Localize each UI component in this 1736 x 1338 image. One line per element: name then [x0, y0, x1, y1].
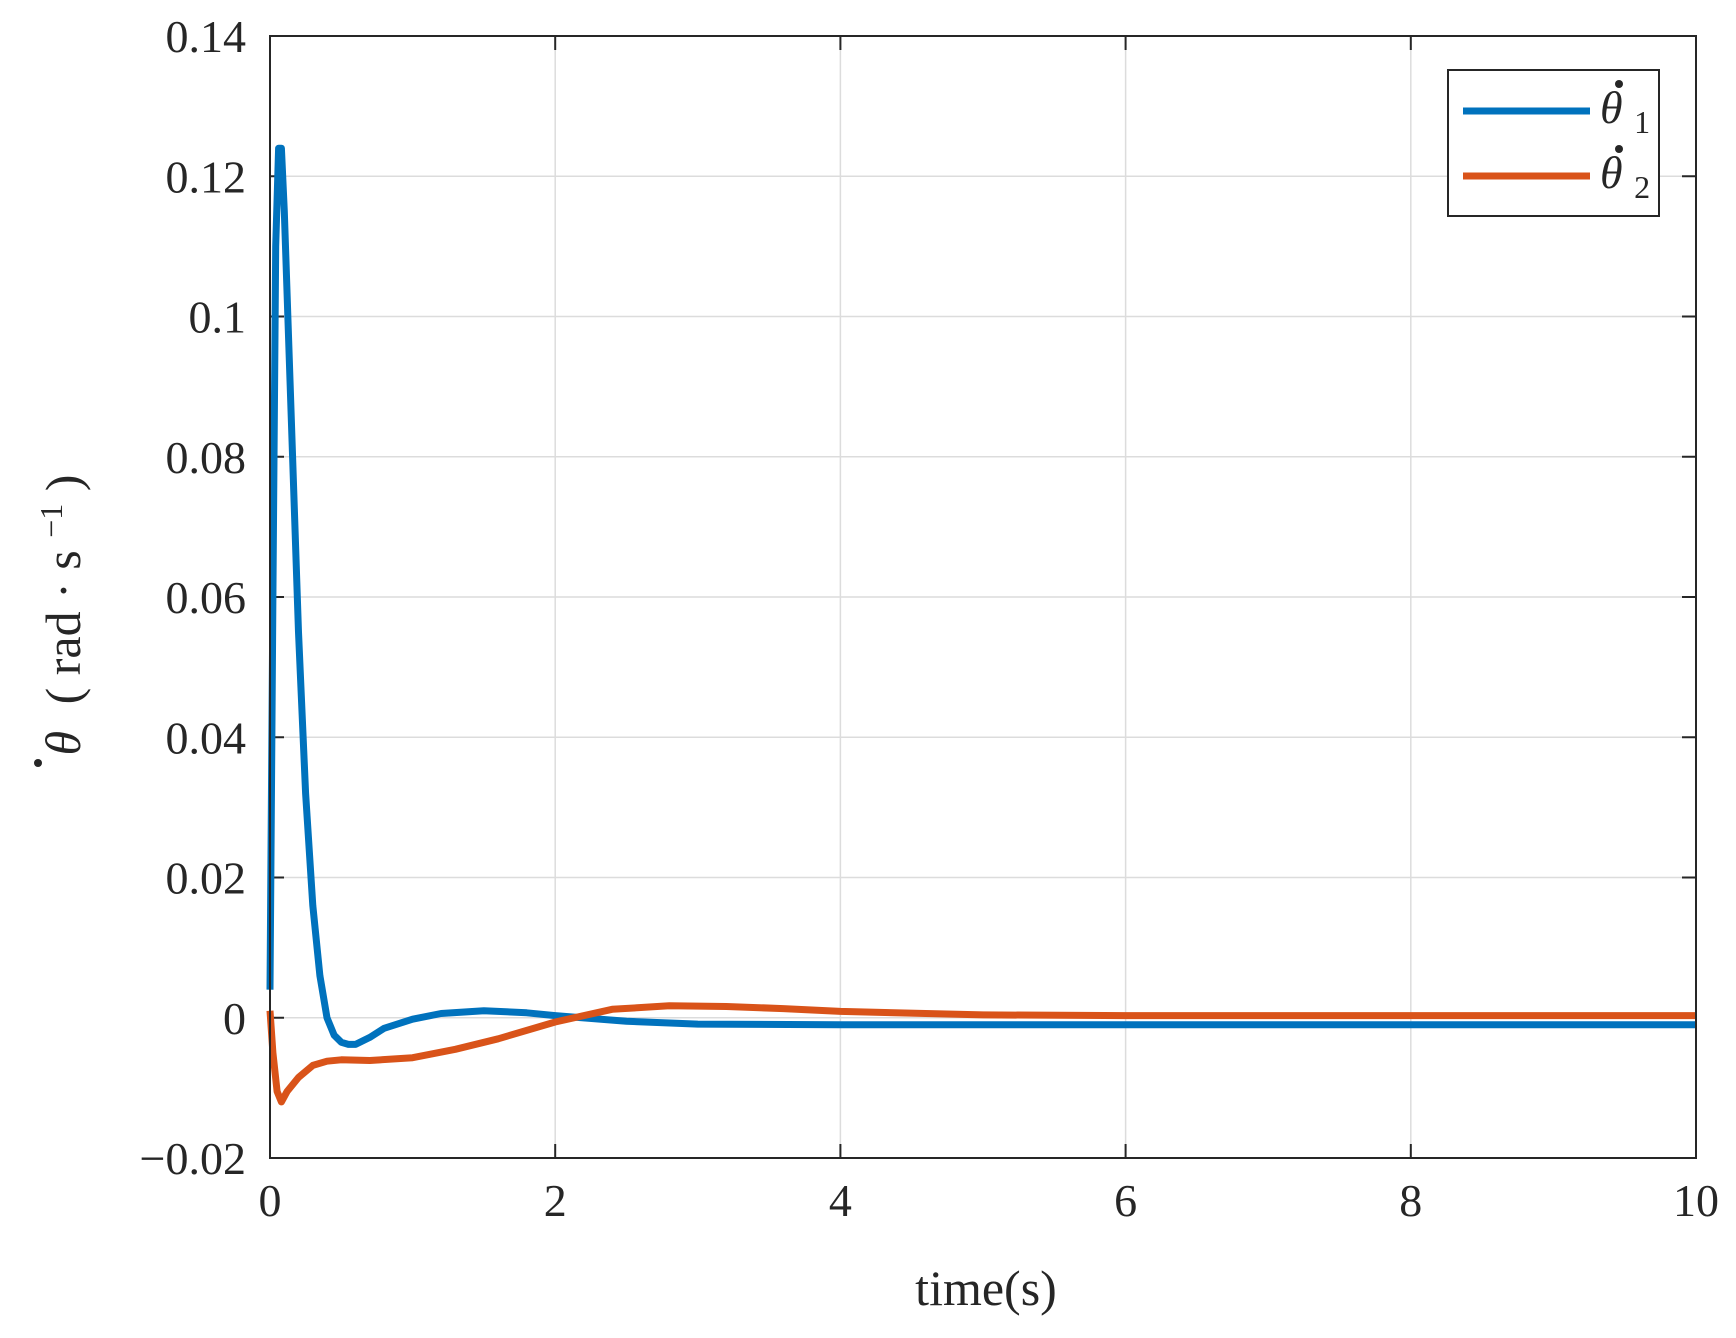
legend-label-2-dot [1615, 145, 1623, 153]
legend-label-1-subscript: 1 [1634, 104, 1650, 140]
y-tick-label: 0.02 [166, 853, 247, 904]
svg-text:θ 1: θ 1 [1600, 82, 1650, 140]
y-tick-label: 0.12 [166, 151, 247, 202]
y-axis-unit: rad · s [35, 550, 91, 675]
series-layer [266, 144, 1696, 1106]
x-tick-label: 10 [1673, 1175, 1719, 1226]
y-tick-label: −0.02 [140, 1133, 246, 1184]
legend-label-1-dot [1615, 80, 1623, 88]
legend-entry-2: θ 2 [1463, 145, 1650, 205]
tick-labels: 0 2 4 6 8 10 −0.02 0 0.02 0.04 0.06 0.08 0.1 0.12 0.14 [140, 11, 1719, 1226]
y-tick-label: 0.06 [166, 572, 247, 623]
y-tick-label: 0.1 [189, 292, 247, 343]
y-axis-unit-open: ( [35, 688, 91, 705]
y-tick-label: 0.14 [166, 11, 247, 62]
x-tick-label: 6 [1114, 1175, 1137, 1226]
y-axis-unit-close: ) [35, 475, 91, 492]
y-axis-symbol-dot [34, 759, 42, 767]
axes-box [269, 35, 1697, 1159]
legend-label-2-symbol: θ [1600, 147, 1623, 198]
series-line-1 [266, 144, 1696, 1048]
legend-entry-1: θ 1 [1463, 80, 1650, 140]
y-tick-label: 0 [223, 993, 246, 1044]
legend-box [1447, 69, 1660, 217]
svg-text:θ 2: θ 2 [1600, 147, 1650, 205]
legend-label-2-subscript: 2 [1634, 169, 1650, 205]
y-axis-label: θ ( rad · s −1 ) [17, 475, 91, 767]
y-tick-label: 0.04 [166, 712, 247, 763]
x-tick-label: 8 [1399, 1175, 1422, 1226]
x-tick-label: 4 [829, 1175, 852, 1226]
y-tick-label: 0.08 [166, 432, 247, 483]
legend: θ 1 θ 2 [1447, 69, 1660, 217]
x-tick-label: 2 [544, 1175, 567, 1226]
series-line-2 [266, 1002, 1696, 1106]
x-tick-label: 0 [259, 1175, 282, 1226]
y-axis-unit-exponent: −1 [33, 504, 69, 538]
svg-text:θ ( rad · s: θ ( rad · s −1 ) [17, 475, 91, 756]
y-axis-symbol: θ [35, 731, 91, 756]
legend-label-1-symbol: θ [1600, 82, 1623, 133]
x-axis-label: time(s) [915, 1260, 1057, 1316]
